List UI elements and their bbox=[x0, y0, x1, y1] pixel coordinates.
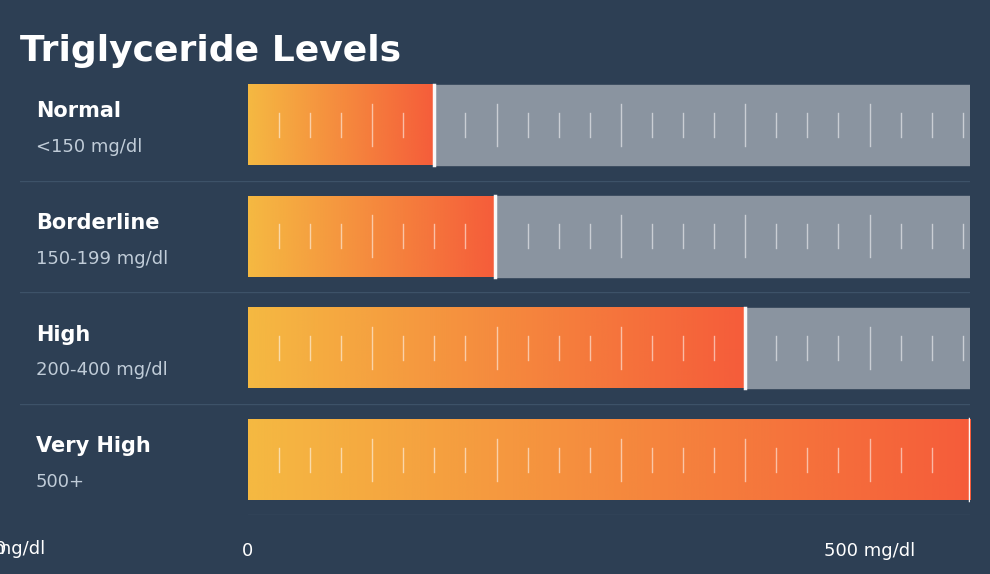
Text: 500 mg/dl: 500 mg/dl bbox=[0, 540, 46, 557]
Bar bbox=[495, 196, 970, 277]
Text: <150 mg/dl: <150 mg/dl bbox=[36, 138, 143, 156]
Bar bbox=[745, 308, 970, 388]
Text: 0: 0 bbox=[0, 540, 6, 557]
Text: Very High: Very High bbox=[36, 436, 150, 456]
Text: Borderline: Borderline bbox=[36, 213, 159, 233]
Text: 150-199 mg/dl: 150-199 mg/dl bbox=[36, 250, 168, 267]
Text: Triglyceride Levels: Triglyceride Levels bbox=[20, 34, 401, 68]
Text: 500 mg/dl: 500 mg/dl bbox=[824, 542, 915, 560]
Text: 200-400 mg/dl: 200-400 mg/dl bbox=[36, 362, 167, 379]
Text: 500+: 500+ bbox=[36, 473, 85, 491]
Text: High: High bbox=[36, 325, 90, 344]
Text: 0: 0 bbox=[243, 542, 253, 560]
Bar bbox=[435, 84, 970, 165]
Text: Normal: Normal bbox=[36, 101, 121, 121]
